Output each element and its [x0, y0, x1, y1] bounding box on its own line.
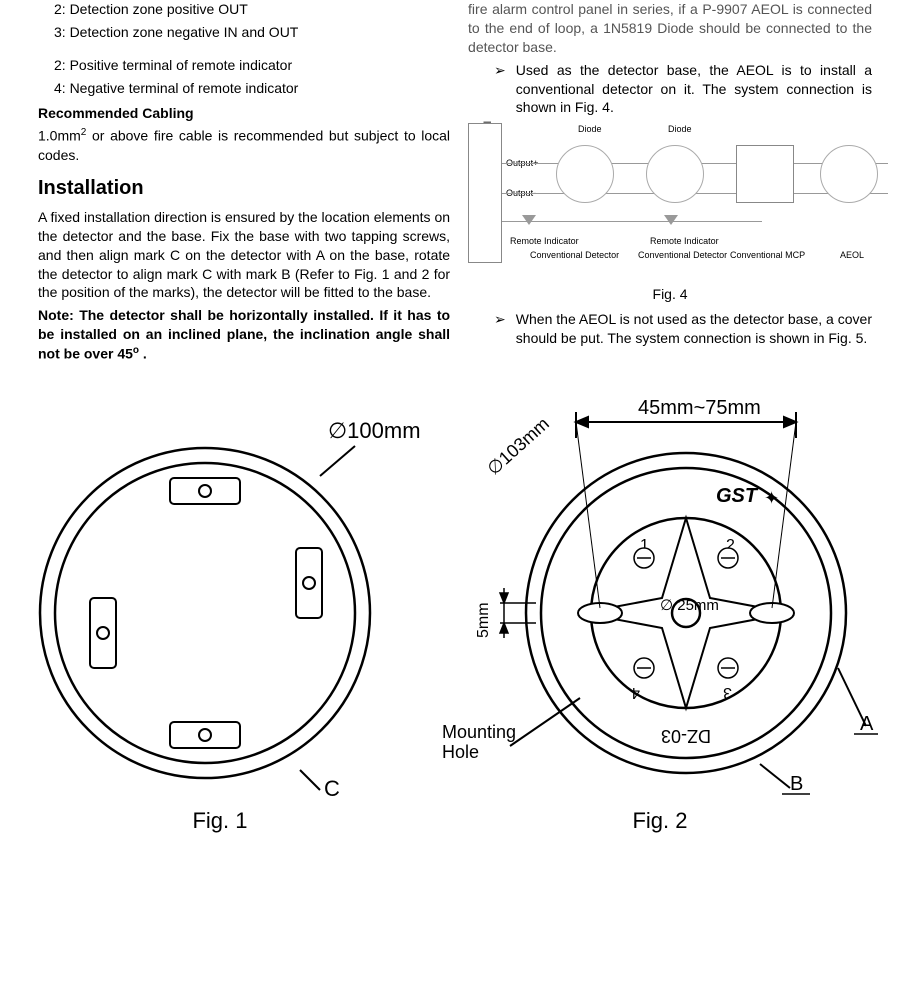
- term-2a: 2: Detection zone positive OUT: [54, 0, 450, 19]
- svg-text:✦: ✦: [764, 488, 779, 508]
- bullet-1: ➢ Used as the detector base, the AEOL is…: [494, 61, 872, 118]
- bullet-1-text: Used as the detector base, the AEOL is t…: [516, 61, 872, 118]
- fig2-mh2: Hole: [442, 742, 479, 762]
- fig4-caption: Fig. 4: [468, 285, 872, 304]
- rc-a: 1.0mm: [38, 128, 81, 144]
- recommended-cabling-head: Recommended Cabling: [38, 104, 450, 123]
- right-intro: fire alarm control panel in series, if a…: [468, 0, 872, 57]
- installation-head: Installation: [38, 175, 450, 202]
- fig2-mh1: Mounting: [442, 722, 516, 742]
- fig1-dia: ∅100mm: [328, 418, 420, 443]
- aeol: AEOL: [840, 249, 864, 261]
- t3: 3: [723, 684, 732, 701]
- bullet-icon-2: ➢: [494, 310, 506, 348]
- rc-b: or above fire cable is recommended but s…: [38, 128, 450, 163]
- fig1-caption: Fig. 1: [192, 806, 247, 836]
- fig2-d103: ∅103mm: [483, 413, 553, 479]
- diode-2: Diode: [668, 123, 692, 135]
- ri-1: Remote Indicator: [510, 235, 579, 247]
- recommended-cabling-body: 1.0mm2 or above fire cable is recommende…: [38, 126, 450, 164]
- bullet-2-text: When the AEOL is not used as the detecto…: [516, 310, 872, 348]
- fig2: 45mm~75mm ∅103mm: [440, 398, 880, 836]
- fig1: ∅100mm C Fig. 1: [20, 398, 420, 836]
- fig1-svg: ∅100mm C: [20, 398, 420, 798]
- fig2-range: 45mm~75mm: [638, 398, 761, 419]
- bullet-2: ➢ When the AEOL is not used as the detec…: [494, 310, 872, 348]
- ri-2: Remote Indicator: [650, 235, 719, 247]
- fig4-diagram: Alarm Zone Compatible Control Panel Outp…: [468, 123, 888, 283]
- term-4: 4: Negative terminal of remote indicator: [54, 79, 450, 98]
- term-2b: 2: Positive terminal of remote indicator: [54, 56, 450, 75]
- fig2-svg: 45mm~75mm ∅103mm: [440, 398, 880, 798]
- fig2-5mm: 5mm: [475, 602, 492, 638]
- t4: 4: [631, 684, 640, 701]
- fig2-dz: DZ-03: [661, 726, 711, 746]
- mcp: Conventional MCP: [730, 249, 805, 261]
- cd-2: Conventional Detector: [638, 249, 727, 261]
- fig2-A: A: [860, 713, 874, 735]
- note-b: .: [139, 346, 147, 362]
- installation-body: A fixed installation direction is ensure…: [38, 208, 450, 302]
- note-a: Note: The detector shall be horizontally…: [38, 307, 450, 361]
- fig1-mark-c: C: [324, 776, 340, 798]
- install-note: Note: The detector shall be horizontally…: [38, 306, 450, 363]
- term-3: 3: Detection zone negative IN and OUT: [54, 23, 450, 42]
- bullet-icon: ➢: [494, 61, 506, 118]
- terminal-list: 2: Detection zone positive OUT 3: Detect…: [38, 0, 450, 98]
- diode-1: Diode: [578, 123, 602, 135]
- fig2-B: B: [790, 773, 803, 795]
- fig2-logo: GST: [716, 485, 759, 507]
- fig2-d25: ∅ 25mm: [660, 597, 719, 614]
- cd-1: Conventional Detector: [530, 249, 619, 261]
- fig2-caption: Fig. 2: [632, 806, 687, 836]
